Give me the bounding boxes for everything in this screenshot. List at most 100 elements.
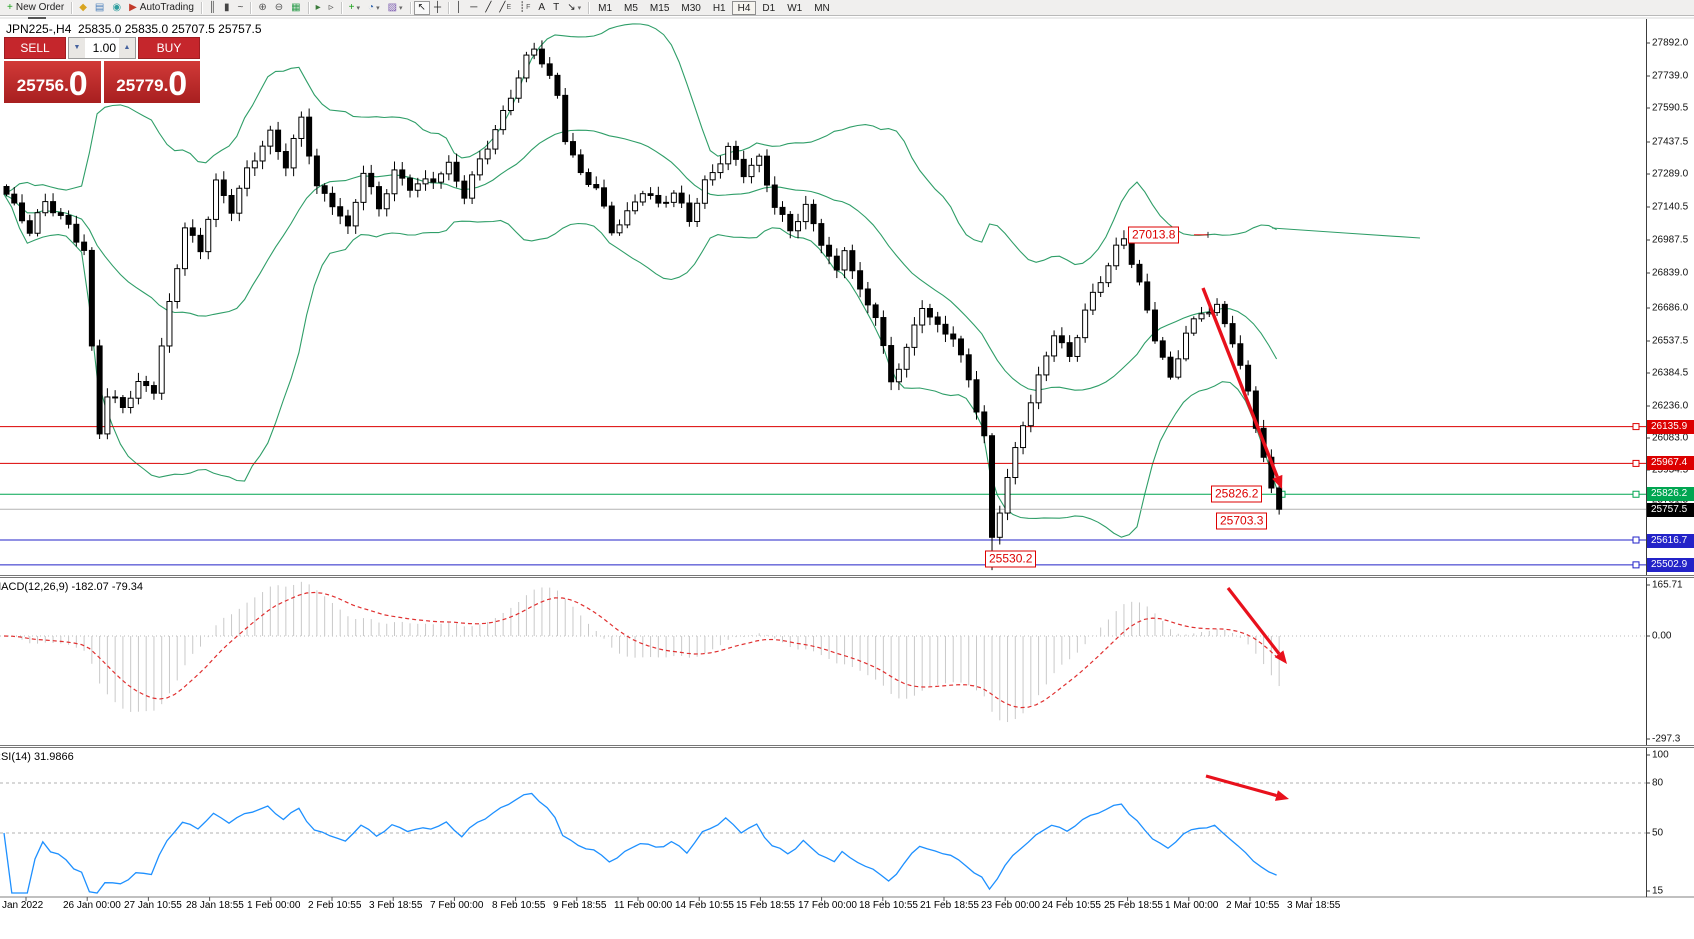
new-order-glyph: + bbox=[7, 1, 13, 13]
fibonacci-icon[interactable]: ┊ F bbox=[515, 1, 534, 15]
chart-shift-icon-glyph: ▹ bbox=[328, 1, 334, 13]
time-axis-label: 23 Feb 00:00 bbox=[981, 900, 1040, 911]
chart-price-label[interactable]: 25826.2 bbox=[1211, 485, 1263, 503]
text-icon[interactable]: A bbox=[534, 1, 549, 15]
text-label-icon[interactable]: T bbox=[549, 1, 563, 15]
metaeditor-icon-glyph: ◆ bbox=[79, 1, 87, 13]
periods-icon[interactable]: ◔ ▾ bbox=[364, 1, 384, 15]
signals-icon-button[interactable]: ◉ bbox=[108, 1, 125, 15]
equidistant-channel-icon[interactable]: ╱ E bbox=[495, 1, 515, 15]
toolbar-separator bbox=[250, 1, 252, 14]
tile-windows-icon[interactable]: ▦ bbox=[287, 1, 304, 15]
price-tick-label: 27739.0 bbox=[1652, 70, 1689, 82]
scrollbar-thumb[interactable] bbox=[28, 17, 46, 19]
line-chart-icon-glyph: ~ bbox=[237, 1, 244, 13]
line-chart-icon[interactable]: ~ bbox=[234, 1, 248, 15]
macd-rsi-separator[interactable] bbox=[0, 745, 1694, 748]
price-tick-label: 26686.0 bbox=[1652, 302, 1689, 314]
chart-horizontal-scrollbar[interactable] bbox=[0, 17, 1694, 19]
trendline-icon[interactable]: ╱ bbox=[481, 1, 495, 15]
macd-tick-label: -297.3 bbox=[1652, 733, 1681, 745]
time-axis-label: 27 Jan 10:55 bbox=[124, 900, 182, 911]
zoom-in-icon-glyph: ⊕ bbox=[258, 1, 267, 13]
volume-decrease-button[interactable]: ▼ bbox=[69, 38, 85, 58]
fibonacci-icon-glyph: ┊ bbox=[519, 1, 526, 13]
toolbar-separator bbox=[448, 1, 450, 14]
time-axis-label: 14 Feb 10:55 bbox=[675, 900, 734, 911]
macd-tick-label: 165.71 bbox=[1652, 579, 1683, 591]
crosshair-icon[interactable]: ┼ bbox=[430, 1, 445, 15]
chart-shift-icon[interactable]: ▹ bbox=[325, 1, 338, 15]
auto-scroll-icon[interactable]: ▸ bbox=[312, 1, 325, 15]
autotrading-button[interactable]: ▶ AutoTrading bbox=[125, 1, 198, 15]
dropdown-caret-icon[interactable]: ▾ bbox=[376, 4, 380, 12]
arrows-icon[interactable]: ↘ ▾ bbox=[563, 1, 585, 15]
dropdown-caret-icon[interactable]: ▾ bbox=[356, 4, 361, 12]
price-badge: 26135.9 bbox=[1647, 420, 1694, 434]
zoom-in-icon[interactable]: ⊕ bbox=[254, 1, 270, 15]
sell-price-box[interactable]: 25756. 0 bbox=[4, 61, 101, 103]
sell-button[interactable]: SELL bbox=[4, 37, 66, 59]
timeframe-m15-button[interactable]: M15 bbox=[649, 2, 670, 14]
time-axis-label: 18 Feb 10:55 bbox=[859, 900, 918, 911]
dropdown-caret-icon[interactable]: ▾ bbox=[577, 4, 582, 12]
volume-value[interactable]: 1.00 bbox=[92, 41, 116, 55]
price-tick-label: 27892.0 bbox=[1652, 37, 1689, 49]
timeframe-w1-button[interactable]: W1 bbox=[787, 2, 803, 14]
time-axis-label: 3 Mar 18:55 bbox=[1287, 900, 1341, 911]
price-tick-label: 27289.0 bbox=[1652, 168, 1689, 180]
horizontal-line-icon[interactable]: ─ bbox=[466, 1, 481, 15]
new-order-button[interactable]: + New Order bbox=[3, 1, 68, 15]
time-axis-label: 28 Jan 18:55 bbox=[186, 900, 244, 911]
vertical-line-icon-glyph: │ bbox=[456, 1, 463, 13]
time-axis-label: 26 Jan 00:00 bbox=[63, 900, 121, 911]
time-axis-label: 7 Feb 00:00 bbox=[430, 900, 484, 911]
main-macd-separator[interactable] bbox=[0, 575, 1694, 578]
dropdown-caret-icon[interactable]: ▾ bbox=[399, 4, 403, 12]
toolbar-separator bbox=[409, 1, 411, 14]
price-tick-label: 26537.5 bbox=[1652, 335, 1689, 347]
timeframe-h1-button[interactable]: H1 bbox=[712, 2, 726, 14]
candlestick-chart-icon[interactable]: ▮ bbox=[220, 1, 234, 15]
equidistant-channel-icon-sub: E bbox=[506, 4, 512, 11]
volume-increase-button[interactable]: ▲ bbox=[119, 38, 135, 58]
timeframe-m30-button[interactable]: M30 bbox=[681, 2, 701, 14]
rsi-tick-label: 80 bbox=[1652, 777, 1664, 789]
equidistant-channel-icon-glyph: ╱ bbox=[499, 1, 506, 13]
cursor-icon-glyph: ↖ bbox=[417, 1, 426, 13]
templates-icon[interactable]: ▨ ▾ bbox=[384, 1, 407, 15]
cursor-icon[interactable]: ↖ bbox=[413, 0, 430, 15]
macd-indicator-label: MACD(12,26,9) -182.07 -79.34 bbox=[0, 581, 144, 593]
timeframe-mn-button[interactable]: MN bbox=[814, 2, 830, 14]
metaeditor-icon-button[interactable]: ◆ bbox=[75, 1, 91, 15]
chart-price-label[interactable]: 25530.2 bbox=[985, 550, 1037, 568]
price-tick-label: 26384.5 bbox=[1652, 367, 1689, 379]
arrows-icon-glyph: ↘ bbox=[567, 1, 576, 13]
buy-price-box[interactable]: 25779. 0 bbox=[103, 61, 200, 103]
bar-chart-icon-glyph: ║ bbox=[208, 1, 216, 13]
time-axis-label: 24 Feb 10:55 bbox=[1042, 900, 1101, 911]
zoom-out-icon[interactable]: ⊖ bbox=[271, 1, 287, 15]
market-watch-icon-button[interactable]: ▤ bbox=[91, 1, 108, 15]
timeframe-m5-button[interactable]: M5 bbox=[624, 2, 638, 14]
autotrading-button-label: AutoTrading bbox=[139, 2, 194, 13]
timeframe-m1-button[interactable]: M1 bbox=[598, 2, 613, 14]
time-axis-label: 1 Mar 00:00 bbox=[1165, 900, 1219, 911]
time-axis-label: 15 Feb 18:55 bbox=[736, 900, 795, 911]
toolbar-separator bbox=[307, 1, 309, 14]
sell-price-point: . bbox=[64, 76, 69, 95]
price-tick-label: 27437.5 bbox=[1652, 136, 1689, 148]
horizontal-line-icon-glyph: ─ bbox=[470, 1, 478, 13]
bar-chart-icon[interactable]: ║ bbox=[205, 1, 220, 15]
timeframe-d1-button[interactable]: D1 bbox=[762, 2, 776, 14]
indicators-list-icon[interactable]: + ▾ bbox=[345, 1, 364, 15]
chart-price-label[interactable]: 25703.3 bbox=[1216, 512, 1268, 530]
chart-price-label[interactable]: 27013.8 bbox=[1128, 226, 1180, 244]
text-label-icon-glyph: T bbox=[553, 1, 560, 13]
vertical-line-icon[interactable]: │ bbox=[452, 1, 466, 15]
price-tick-label: 26987.5 bbox=[1652, 234, 1689, 246]
timeframe-h4-button[interactable]: H4 bbox=[731, 0, 757, 15]
buy-button[interactable]: BUY bbox=[138, 37, 200, 59]
